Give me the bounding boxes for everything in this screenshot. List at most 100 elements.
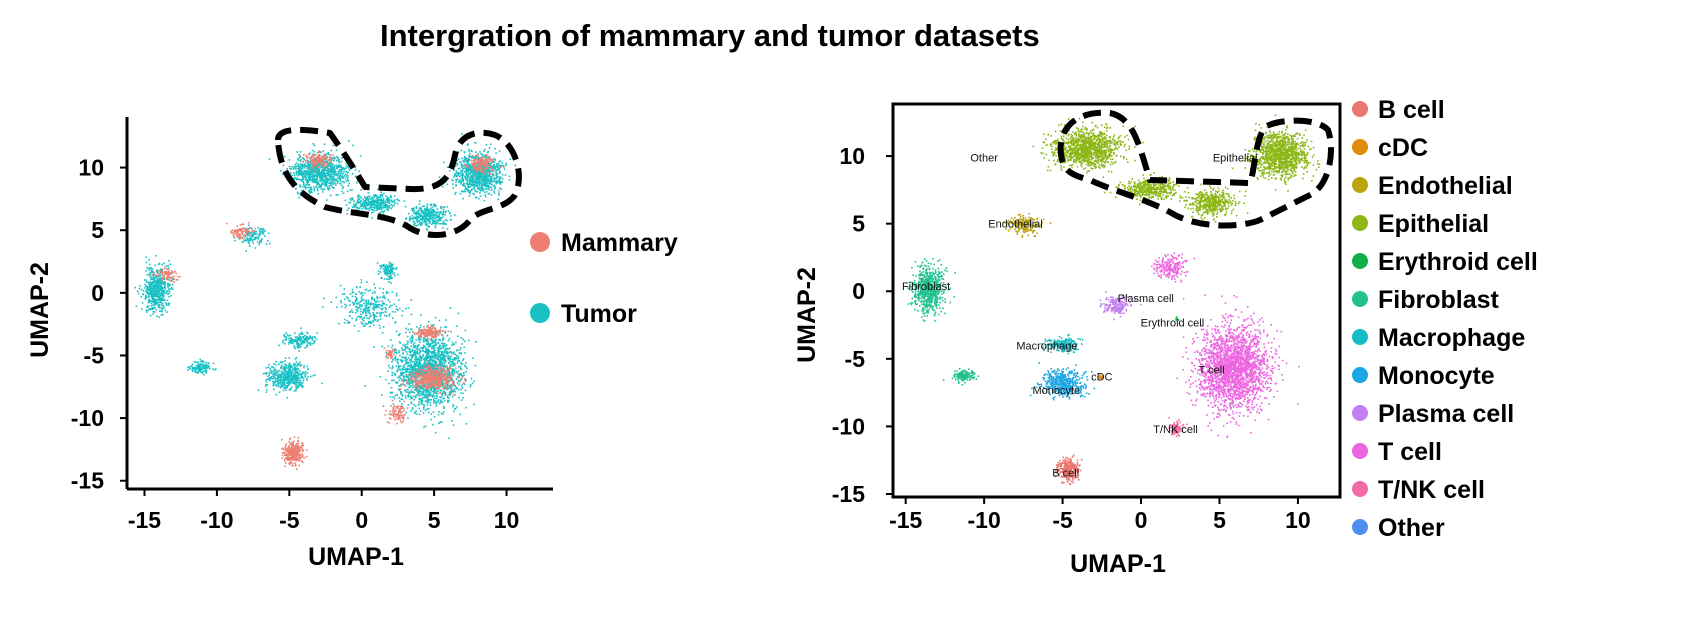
data-point [316,151,319,154]
data-point [390,276,392,278]
data-point [475,167,478,169]
data-point [473,177,475,179]
data-point [410,299,413,301]
data-point [334,172,337,174]
data-point [145,279,148,282]
data-point [296,346,299,349]
data-point [337,180,339,183]
data-point [267,375,269,378]
data-point [339,175,341,177]
data-point [165,271,168,274]
data-point [247,241,250,244]
data-point [164,271,167,273]
data-point [309,164,312,167]
data-point [372,200,375,203]
data-point [473,163,475,165]
data-point [205,369,208,371]
data-point [306,181,308,183]
data-point [485,178,487,180]
data-point [480,160,483,163]
data-point [314,179,317,182]
data-point [288,382,290,384]
data-point [155,283,157,286]
data-point [301,372,304,375]
data-point [425,217,427,220]
data-point [259,231,261,234]
data-point [342,176,345,179]
data-point [163,307,165,309]
data-point [289,375,291,377]
data-point [481,160,484,163]
data-point [242,235,245,237]
data-point [371,209,374,211]
data-point [501,162,503,164]
data-point [150,270,153,272]
data-point [300,381,303,384]
data-point [416,351,418,353]
data-point [490,170,493,172]
data-point [292,382,294,385]
data-point [233,236,236,239]
data-point [425,214,428,217]
data-point [360,197,362,199]
data-point [469,186,471,188]
data-point [455,179,457,181]
data-point [313,162,315,165]
data-point [463,161,465,163]
data-point [295,162,298,164]
data-point [391,265,393,268]
data-point [468,148,470,151]
data-point [382,268,385,270]
data-point [420,209,422,211]
data-point [467,185,470,188]
data-point [343,293,346,295]
data-point [385,271,387,274]
data-point [464,151,466,154]
data-point [208,365,210,367]
data-point [336,155,338,158]
data-point [336,167,338,170]
data-point [286,385,289,387]
data-point [173,275,175,278]
data-point [152,275,154,278]
data-point [478,179,481,182]
data-point [273,388,275,391]
data-point [257,235,260,238]
data-point [170,276,173,278]
data-point [373,201,376,204]
data-point [300,179,302,181]
data-point [293,390,296,392]
data-point [348,140,350,142]
data-point [298,379,301,381]
data-point [167,264,170,267]
data-point [299,156,302,158]
data-point [146,311,148,313]
data-point [355,299,358,302]
data-point [491,158,494,161]
data-point [340,171,342,174]
data-point [149,308,152,311]
data-point [319,175,321,177]
data-point [376,198,379,200]
data-point [424,214,426,217]
data-point [305,336,308,338]
data-point [239,237,241,239]
data-point [480,167,483,170]
data-point [438,216,441,219]
data-point [331,177,333,179]
data-point [354,169,357,171]
data-point [491,169,494,172]
data-point [159,301,162,304]
data-point [225,222,228,225]
data-point [305,339,307,341]
data-point [389,272,392,275]
data-point [372,202,374,205]
data-point [243,237,245,240]
data-point [279,373,282,376]
data-point [490,158,492,161]
data-point [481,189,483,192]
data-point [146,306,148,309]
data-point [468,155,470,158]
data-point [353,324,356,327]
data-point [431,211,434,214]
